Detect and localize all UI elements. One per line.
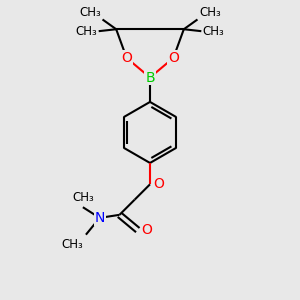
Text: CH₃: CH₃ bbox=[203, 25, 224, 38]
Text: O: O bbox=[168, 51, 179, 65]
Text: O: O bbox=[154, 177, 164, 191]
Text: N: N bbox=[94, 211, 105, 225]
Text: CH₃: CH₃ bbox=[76, 25, 97, 38]
Text: O: O bbox=[121, 51, 132, 65]
Text: CH₃: CH₃ bbox=[72, 191, 94, 204]
Text: CH₃: CH₃ bbox=[62, 238, 83, 251]
Text: CH₃: CH₃ bbox=[199, 6, 221, 19]
Text: O: O bbox=[142, 223, 152, 237]
Text: CH₃: CH₃ bbox=[79, 6, 101, 19]
Text: B: B bbox=[145, 70, 155, 85]
